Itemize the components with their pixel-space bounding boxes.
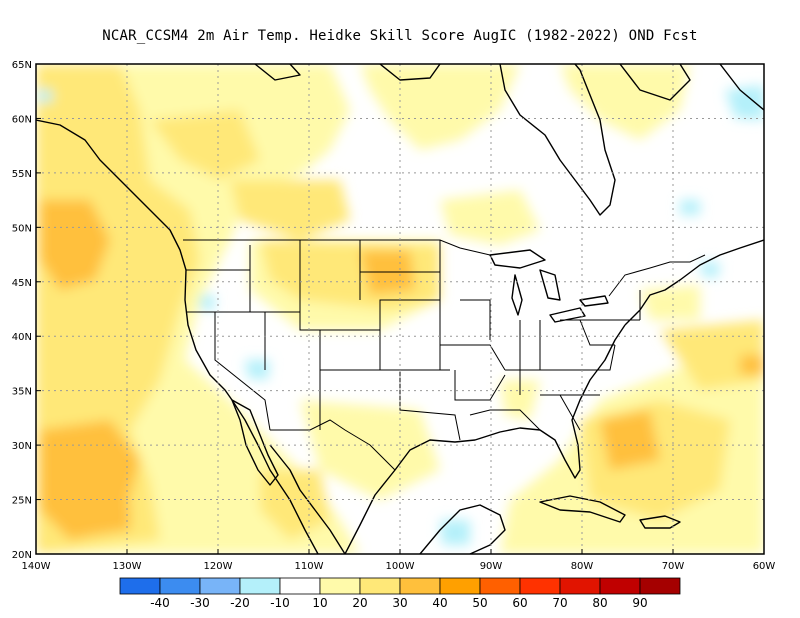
- colorbar-swatch: [519, 577, 561, 595]
- colorbar-label: 50: [472, 596, 487, 610]
- lon-label-120W: 120W: [204, 561, 233, 572]
- colorbar-label: 30: [392, 596, 407, 610]
- colorbar-swatch: [199, 577, 241, 595]
- longitude-axis: 140W 130W 120W 110W 100W 90W 80W 70W 60W: [22, 549, 776, 572]
- lat-label-60N: 60N: [12, 114, 32, 125]
- lon-label-80W: 80W: [571, 561, 594, 572]
- lon-label-70W: 70W: [662, 561, 685, 572]
- colorbar-swatch: [159, 577, 201, 595]
- colorbar-label: -30: [190, 596, 210, 610]
- lat-label-65N: 65N: [12, 60, 32, 71]
- lat-label-30N: 30N: [12, 441, 32, 452]
- colorbar-swatch: [319, 577, 361, 595]
- colorbar-label: -40: [150, 596, 170, 610]
- lat-label-40N: 40N: [12, 332, 32, 343]
- colorbar-swatch: [279, 577, 321, 595]
- colorbar-label: -10: [270, 596, 290, 610]
- skill-score-field: [36, 64, 764, 554]
- colorbar-label: -20: [230, 596, 250, 610]
- lon-label-60W: 60W: [753, 561, 776, 572]
- colorbar-swatch: [599, 577, 641, 595]
- map-title: NCAR_CCSM4 2m Air Temp. Heidke Skill Sco…: [102, 28, 698, 44]
- colorbar-label: 90: [632, 596, 647, 610]
- colorbar: -40 -30 -20 -10 10 20 30 40 50 60 70 80 90: [119, 577, 681, 610]
- colorbar-swatch: [439, 577, 481, 595]
- colorbar-label: 80: [592, 596, 607, 610]
- lon-label-100W: 100W: [386, 561, 415, 572]
- lon-label-90W: 90W: [480, 561, 503, 572]
- lon-label-110W: 110W: [295, 561, 324, 572]
- colorbar-swatch: [479, 577, 521, 595]
- colorbar-label: 20: [352, 596, 367, 610]
- lon-label-130W: 130W: [113, 561, 142, 572]
- colorbar-label: 40: [432, 596, 447, 610]
- colorbar-swatch: [119, 577, 161, 595]
- colorbar-swatch: [639, 577, 681, 595]
- lon-label-140W: 140W: [22, 561, 51, 572]
- lat-label-35N: 35N: [12, 387, 32, 398]
- colorbar-label: 10: [312, 596, 327, 610]
- lat-label-50N: 50N: [12, 223, 32, 234]
- lat-label-20N: 20N: [12, 550, 32, 561]
- latitude-axis: 65N 60N 55N 50N 45N 40N 35N 30N 25N 20N: [12, 60, 41, 561]
- colorbar-swatch: [399, 577, 441, 595]
- colorbar-swatch: [559, 577, 601, 595]
- lat-label-45N: 45N: [12, 278, 32, 289]
- colorbar-swatch: [239, 577, 281, 595]
- map-grid: [36, 64, 764, 554]
- lat-label-25N: 25N: [12, 496, 32, 507]
- colorbar-label: 60: [512, 596, 527, 610]
- lat-label-55N: 55N: [12, 169, 32, 180]
- colorbar-label: 70: [552, 596, 567, 610]
- colorbar-swatch: [359, 577, 401, 595]
